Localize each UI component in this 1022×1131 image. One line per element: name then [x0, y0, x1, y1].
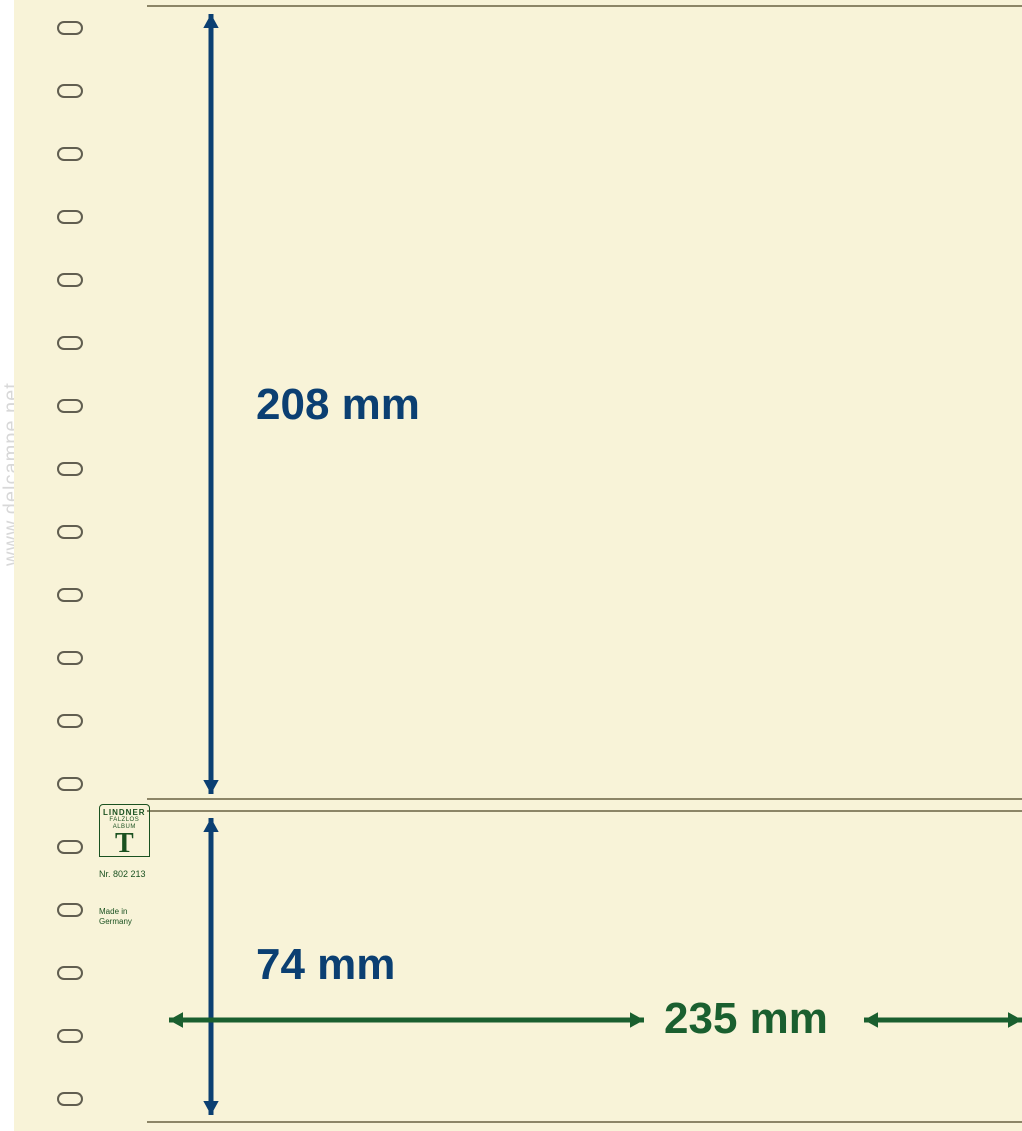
dimension-label-74mm: 74 mm	[256, 940, 395, 990]
punch-hole	[57, 1029, 83, 1043]
punch-hole	[57, 651, 83, 665]
brand-made-in: Made in Germany	[99, 907, 150, 926]
brand-subtitle-1: FALZLOS	[103, 817, 146, 824]
brand-reference: Nr. 802 213	[99, 869, 150, 879]
punch-hole	[57, 399, 83, 413]
punch-hole	[57, 777, 83, 791]
punch-hole	[57, 1092, 83, 1106]
punch-hole	[57, 840, 83, 854]
punch-hole	[57, 273, 83, 287]
brand-name: LINDNER	[103, 808, 146, 817]
punch-hole	[57, 903, 83, 917]
punch-hole	[57, 966, 83, 980]
punch-hole	[57, 462, 83, 476]
album-sheet: LINDNER FALZLOS ALBUM T Nr. 802 213 Made…	[14, 0, 1022, 1131]
punch-hole	[57, 714, 83, 728]
diagram-root: www.delcampe.net Maison-du-collectionneu…	[0, 0, 1022, 1131]
punch-hole	[57, 525, 83, 539]
punch-hole-strip	[14, 0, 147, 1131]
punch-hole	[57, 147, 83, 161]
punch-hole	[57, 84, 83, 98]
brand-block: LINDNER FALZLOS ALBUM T Nr. 802 213 Made…	[99, 804, 150, 927]
dimension-label-235mm: 235 mm	[664, 994, 828, 1044]
dimension-label-208mm: 208 mm	[256, 380, 420, 430]
brand-logo: LINDNER FALZLOS ALBUM T	[99, 804, 150, 857]
punch-hole	[57, 210, 83, 224]
punch-hole	[57, 336, 83, 350]
brand-letter: T	[103, 831, 146, 856]
punch-hole	[57, 588, 83, 602]
punch-hole	[57, 21, 83, 35]
